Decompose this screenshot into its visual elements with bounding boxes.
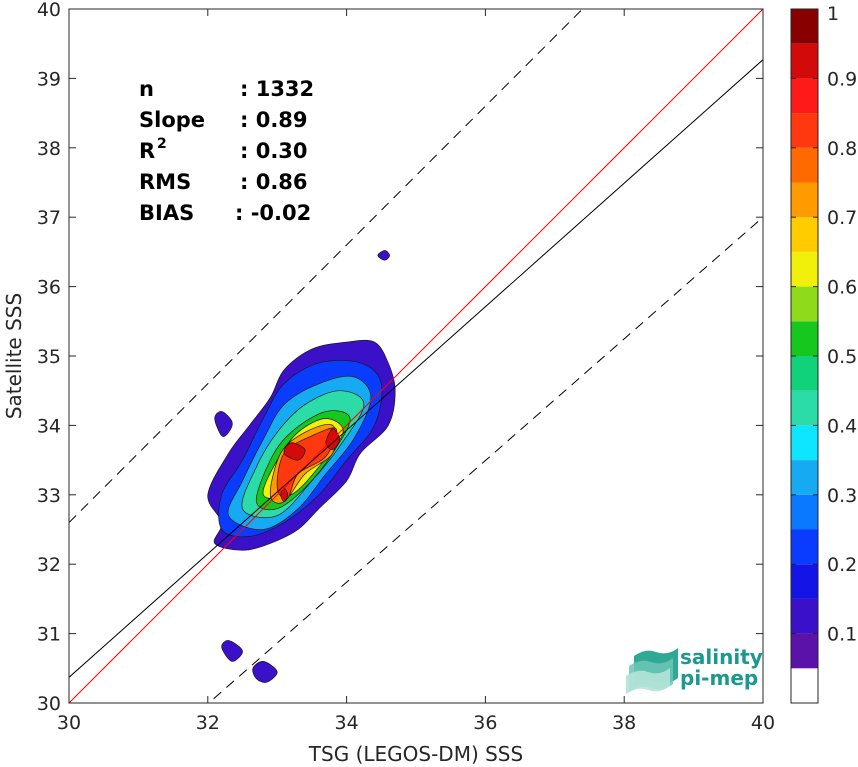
- colorbar-swatch: [791, 494, 818, 530]
- y-axis-ticks: 30 31 32 33 34 35 36 37 38 39 40: [37, 0, 763, 715]
- density-contour-level: [221, 640, 243, 662]
- stat-value: : -0.02: [235, 201, 311, 225]
- colorbar-swatch: [791, 182, 818, 218]
- stat-value: : 0.30: [240, 139, 308, 163]
- stat-label: RMS: [139, 170, 191, 194]
- y-tick-label: 39: [37, 68, 61, 90]
- colorbar-swatch: [791, 113, 818, 148]
- colorbar-swatch: [791, 529, 818, 565]
- logo-wave-icon-3: [626, 668, 670, 694]
- y-tick-label: 30: [37, 693, 61, 715]
- y-tick-label: 33: [37, 485, 61, 507]
- x-axis-ticks: 30 32 34 36 38 40: [57, 9, 775, 734]
- x-tick-label: 30: [57, 712, 81, 734]
- reference-lines: [69, 9, 763, 703]
- y-tick-label: 32: [37, 554, 61, 576]
- x-tick-label: 32: [196, 712, 220, 734]
- stat-label: BIAS: [139, 201, 194, 225]
- statistics-block: n : 1332 Slope : 0.89 R 2 : 0.30 RMS : 0.86 BIAS:…: [139, 77, 314, 225]
- colorbar-swatch: [791, 43, 818, 79]
- stat-label: R: [139, 139, 155, 163]
- stat-value: : 0.86: [240, 170, 308, 194]
- lower-bound-line: [208, 216, 763, 703]
- colorbar-tick-label: 0.3: [827, 485, 857, 507]
- colorbar-swatch: [791, 356, 818, 391]
- stat-superscript: 2: [157, 136, 167, 152]
- colorbar-tick-label: 0.9: [827, 68, 857, 90]
- colorbar-swatch: [791, 147, 818, 183]
- stat-label: Slope: [139, 108, 205, 132]
- colorbar-swatch: [791, 251, 818, 287]
- colorbar: 0.1 0.2 0.3 0.4 0.5 0.6 0.7 0.8 0.9 1: [790, 3, 857, 704]
- colorbar-tick-label: 0.1: [827, 624, 857, 646]
- x-tick-label: 36: [473, 712, 497, 734]
- colorbar-tick-label: 0.2: [827, 554, 857, 576]
- colorbar-swatch: [791, 564, 818, 599]
- 1-1-line-line: [69, 9, 763, 703]
- colorbar-swatch: [791, 217, 818, 252]
- colorbar-swatch: [791, 286, 818, 322]
- colorbar-swatch: [791, 390, 818, 426]
- x-tick-label: 40: [751, 712, 775, 734]
- y-tick-label: 40: [37, 0, 61, 21]
- colorbar-tick-label: 0.5: [827, 346, 857, 368]
- colorbar-swatch: [791, 668, 818, 703]
- colorbar-swatch: [791, 78, 818, 114]
- x-tick-label: 34: [335, 712, 359, 734]
- stat-label: n: [139, 77, 154, 101]
- x-axis-title: TSG (LEGOS-DM) SSS: [308, 742, 523, 766]
- density-contour-level: [214, 411, 233, 437]
- colorbar-tick-label: 1: [827, 3, 839, 25]
- y-tick-label: 37: [37, 207, 61, 229]
- stat-value: : 1332: [240, 77, 314, 101]
- y-tick-label: 31: [37, 624, 61, 646]
- density-contour-level: [377, 250, 390, 261]
- logo-line-1: salinity: [680, 645, 763, 669]
- colorbar-tick-label: 0.4: [827, 415, 857, 437]
- upper-bound-line: [69, 9, 584, 523]
- colorbar-tick-label: 0.7: [827, 207, 857, 229]
- colorbar-swatch: [791, 425, 818, 461]
- colorbar-swatch: [791, 633, 818, 669]
- stat-value: : 0.89: [240, 108, 308, 132]
- y-tick-label: 35: [37, 346, 61, 368]
- colorbar-swatch: [791, 460, 818, 495]
- y-axis-title: Satellite SSS: [2, 293, 26, 419]
- y-tick-label: 36: [37, 277, 61, 299]
- colorbar-swatch: [791, 321, 818, 356]
- y-tick-label: 38: [37, 138, 61, 160]
- colorbar-tick-label: 0.8: [827, 138, 857, 160]
- density-contour-level: [252, 661, 278, 683]
- colorbar-swatch: [791, 598, 818, 634]
- colorbar-swatch: [791, 9, 818, 44]
- salinity-pi-mep-logo: salinity pi-mep: [626, 645, 763, 694]
- logo-line-2: pi-mep: [680, 666, 758, 690]
- colorbar-tick-label: 0.6: [827, 277, 857, 299]
- density-contours: [207, 250, 396, 683]
- x-tick-label: 38: [612, 712, 636, 734]
- regression-line: [69, 59, 763, 678]
- density-contour-level: [283, 442, 306, 461]
- y-tick-label: 34: [37, 415, 61, 437]
